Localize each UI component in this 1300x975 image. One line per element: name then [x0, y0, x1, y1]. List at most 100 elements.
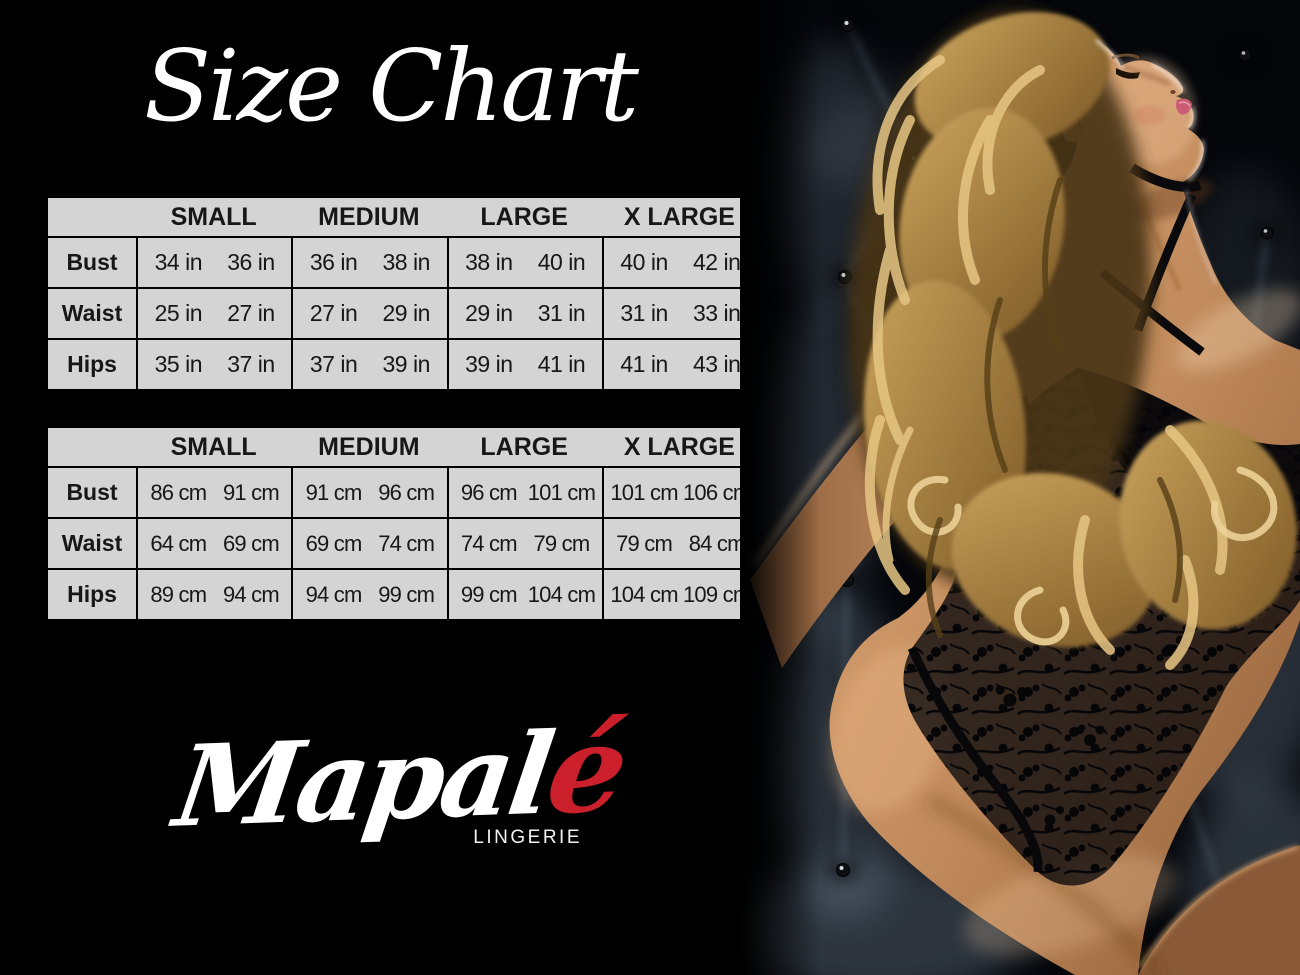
- size-value: 86 cm: [150, 479, 207, 505]
- size-value: 99 cm: [378, 581, 435, 607]
- size-cell: 25 in 27 in: [136, 289, 291, 338]
- size-value: 79 cm: [533, 530, 590, 556]
- size-cell: 41 in 43 in: [601, 340, 757, 389]
- brand-wordmark: Mapalé: [130, 696, 671, 852]
- model-hair: [849, 10, 1297, 670]
- size-value: 39 in: [465, 351, 513, 377]
- size-value: 35 in: [154, 351, 203, 377]
- size-value: 91 cm: [222, 479, 280, 505]
- size-cell: 69 cm 74 cm: [291, 519, 446, 568]
- brand-logo: Mapalé LINGERIE: [140, 696, 660, 852]
- column-header: SMALL: [170, 202, 257, 231]
- row-label: Waist: [61, 300, 123, 326]
- table-row: Hips 89 cm 94 cm 94 cm 99 cm 99 cm 104 cm 104 c…: [48, 568, 757, 619]
- size-cell: 101 cm 106 cm: [601, 468, 757, 517]
- size-value: 27 in: [309, 300, 358, 326]
- size-value: 41 in: [620, 351, 668, 377]
- size-value: 42 in: [693, 249, 741, 275]
- size-value: 101 cm: [527, 479, 596, 505]
- size-value: 29 in: [382, 300, 431, 326]
- size-cell: 36 in 38 in: [291, 238, 446, 287]
- size-value: 104 cm: [527, 581, 596, 607]
- photo-left-fade: [740, 0, 820, 975]
- model-photo: [740, 0, 1300, 975]
- size-cell: 40 in 42 in: [601, 238, 757, 287]
- size-cell: 86 cm 91 cm: [136, 468, 291, 517]
- size-cell: 27 in 29 in: [291, 289, 446, 338]
- size-cell: 35 in 37 in: [136, 340, 291, 389]
- size-value: 64 cm: [150, 530, 207, 556]
- size-value: 109 cm: [683, 581, 751, 607]
- table-row: Waist 25 in 27 in 27 in 29 in 29 in 31 in 31 in…: [48, 287, 757, 338]
- table-row: Waist 64 cm 69 cm 69 cm 74 cm 74 cm 79 cm 79 cm…: [48, 517, 757, 568]
- size-value: 34 in: [154, 249, 203, 275]
- size-value: 94 cm: [305, 581, 363, 607]
- table-row: Hips 35 in 37 in 37 in 39 in 39 in 41 in 41 in 4…: [48, 338, 757, 389]
- size-value: 37 in: [309, 351, 358, 377]
- column-header: SMALL: [170, 432, 257, 461]
- size-table-header-row: SMALL MEDIUM LARGE X LARGE: [48, 198, 757, 236]
- column-header: LARGE: [480, 432, 568, 461]
- row-label: Bust: [66, 249, 118, 275]
- table-row: Bust 86 cm 91 cm 91 cm 96 cm 96 cm 101 cm 101 c…: [48, 466, 757, 517]
- size-value: 94 cm: [222, 581, 280, 607]
- size-value: 38 in: [382, 249, 431, 275]
- size-value: 99 cm: [460, 581, 518, 607]
- size-value: 69 cm: [305, 530, 363, 556]
- size-cell: 94 cm 99 cm: [291, 570, 446, 619]
- size-cell: 64 cm 69 cm: [136, 519, 291, 568]
- column-header: X LARGE: [623, 432, 735, 461]
- size-value: 33 in: [693, 300, 741, 326]
- size-cell: 89 cm 94 cm: [136, 570, 291, 619]
- corner-cell: [48, 428, 136, 466]
- size-cell: 96 cm 101 cm: [446, 468, 602, 517]
- size-cell: 31 in 33 in: [601, 289, 757, 338]
- table-row: Bust 34 in 36 in 36 in 38 in 38 in 40 in 40 in 4…: [48, 236, 757, 287]
- size-table-inches: SMALL MEDIUM LARGE X LARGE Bust 34 in 36 in 36 …: [45, 195, 760, 392]
- size-value: 38 in: [465, 249, 513, 275]
- size-cell: 79 cm 84 cm: [601, 519, 757, 568]
- size-value: 31 in: [620, 300, 668, 326]
- size-value: 79 cm: [616, 530, 673, 556]
- size-value: 36 in: [309, 249, 358, 275]
- size-value: 91 cm: [305, 479, 363, 505]
- size-value: 69 cm: [222, 530, 280, 556]
- row-label: Hips: [67, 351, 117, 377]
- size-value: 74 cm: [460, 530, 518, 556]
- size-value: 89 cm: [150, 581, 207, 607]
- size-value: 104 cm: [610, 581, 678, 607]
- size-value: 96 cm: [378, 479, 435, 505]
- size-cell: 39 in 41 in: [446, 340, 602, 389]
- size-value: 36 in: [227, 249, 275, 275]
- left-panel: Size Chart SMALL MEDIUM LARGE X LARGE Bust 34…: [45, 30, 760, 853]
- size-cell: 74 cm 79 cm: [446, 519, 602, 568]
- model-calf: [1138, 845, 1300, 975]
- model-figure: [750, 10, 1300, 975]
- size-cell: 37 in 39 in: [291, 340, 446, 389]
- row-label: Waist: [61, 530, 123, 556]
- size-cell: 91 cm 96 cm: [291, 468, 446, 517]
- size-value: 74 cm: [378, 530, 435, 556]
- page-title: Size Chart: [143, 30, 639, 144]
- size-value: 27 in: [227, 300, 275, 326]
- size-cell: 104 cm 109 cm: [601, 570, 757, 619]
- size-value: 31 in: [537, 300, 586, 326]
- size-cell: 99 cm 104 cm: [446, 570, 602, 619]
- brand-tagline: LINGERIE: [473, 827, 582, 848]
- size-value: 40 in: [620, 249, 668, 275]
- row-label: Bust: [66, 479, 118, 505]
- row-label: Hips: [67, 581, 117, 607]
- column-header: LARGE: [480, 202, 568, 231]
- size-cell: 38 in 40 in: [446, 238, 602, 287]
- size-value: 84 cm: [688, 530, 746, 556]
- size-value: 43 in: [693, 351, 741, 377]
- corner-cell: [48, 198, 136, 236]
- size-value: 106 cm: [683, 479, 751, 505]
- size-value: 101 cm: [610, 479, 678, 505]
- size-value: 37 in: [227, 351, 275, 377]
- size-value: 25 in: [154, 300, 203, 326]
- size-value: 29 in: [465, 300, 513, 326]
- size-value: 41 in: [537, 351, 586, 377]
- column-header: MEDIUM: [318, 202, 420, 231]
